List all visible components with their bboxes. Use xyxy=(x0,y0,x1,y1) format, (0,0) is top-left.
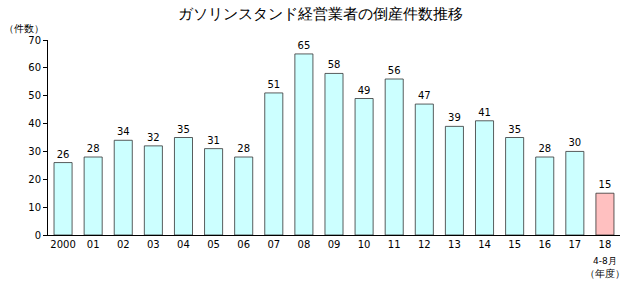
svg-text:09: 09 xyxy=(328,239,341,250)
svg-text:70: 70 xyxy=(28,35,41,46)
svg-text:（件数）: （件数） xyxy=(4,23,44,34)
svg-text:30: 30 xyxy=(568,137,581,148)
svg-text:10: 10 xyxy=(358,239,371,250)
svg-text:2000: 2000 xyxy=(50,239,75,250)
svg-text:31: 31 xyxy=(207,135,220,146)
svg-text:17: 17 xyxy=(568,239,581,250)
svg-text:50: 50 xyxy=(28,90,41,101)
svg-text:04: 04 xyxy=(177,239,190,250)
svg-text:05: 05 xyxy=(207,239,220,250)
svg-text:32: 32 xyxy=(147,132,160,143)
svg-text:02: 02 xyxy=(117,239,130,250)
svg-text:15: 15 xyxy=(508,239,521,250)
svg-text:14: 14 xyxy=(478,239,491,250)
svg-text:ガソリンスタンド経営業者の倒産件数推移: ガソリンスタンド経営業者の倒産件数推移 xyxy=(178,5,463,23)
svg-text:28: 28 xyxy=(237,143,250,154)
svg-text:34: 34 xyxy=(117,126,130,137)
svg-text:28: 28 xyxy=(538,143,551,154)
svg-text:41: 41 xyxy=(478,107,491,118)
svg-text:20: 20 xyxy=(28,174,41,185)
svg-text:01: 01 xyxy=(87,239,100,250)
svg-text:11: 11 xyxy=(388,239,401,250)
svg-text:0: 0 xyxy=(35,230,41,241)
svg-text:08: 08 xyxy=(298,239,311,250)
svg-text:10: 10 xyxy=(28,202,41,213)
svg-text:65: 65 xyxy=(298,40,311,51)
svg-text:15: 15 xyxy=(599,179,612,190)
svg-text:60: 60 xyxy=(28,62,41,73)
svg-text:39: 39 xyxy=(448,112,461,123)
svg-text:35: 35 xyxy=(508,124,521,135)
svg-text:4-8月: 4-8月 xyxy=(593,256,617,266)
svg-text:03: 03 xyxy=(147,239,160,250)
svg-text:35: 35 xyxy=(177,124,190,135)
svg-text:51: 51 xyxy=(267,79,280,90)
svg-text:28: 28 xyxy=(87,143,100,154)
svg-text:06: 06 xyxy=(237,239,250,250)
svg-text:47: 47 xyxy=(418,90,431,101)
svg-text:12: 12 xyxy=(418,239,431,250)
svg-text:07: 07 xyxy=(267,239,280,250)
svg-text:40: 40 xyxy=(28,118,41,129)
svg-text:13: 13 xyxy=(448,239,461,250)
svg-text:26: 26 xyxy=(57,149,70,160)
svg-text:56: 56 xyxy=(388,65,401,76)
svg-text:16: 16 xyxy=(538,239,551,250)
svg-text:49: 49 xyxy=(358,85,371,96)
svg-text:（年度）: （年度） xyxy=(585,268,625,279)
svg-text:58: 58 xyxy=(328,59,341,70)
svg-text:30: 30 xyxy=(28,146,41,157)
svg-text:18: 18 xyxy=(599,239,612,250)
